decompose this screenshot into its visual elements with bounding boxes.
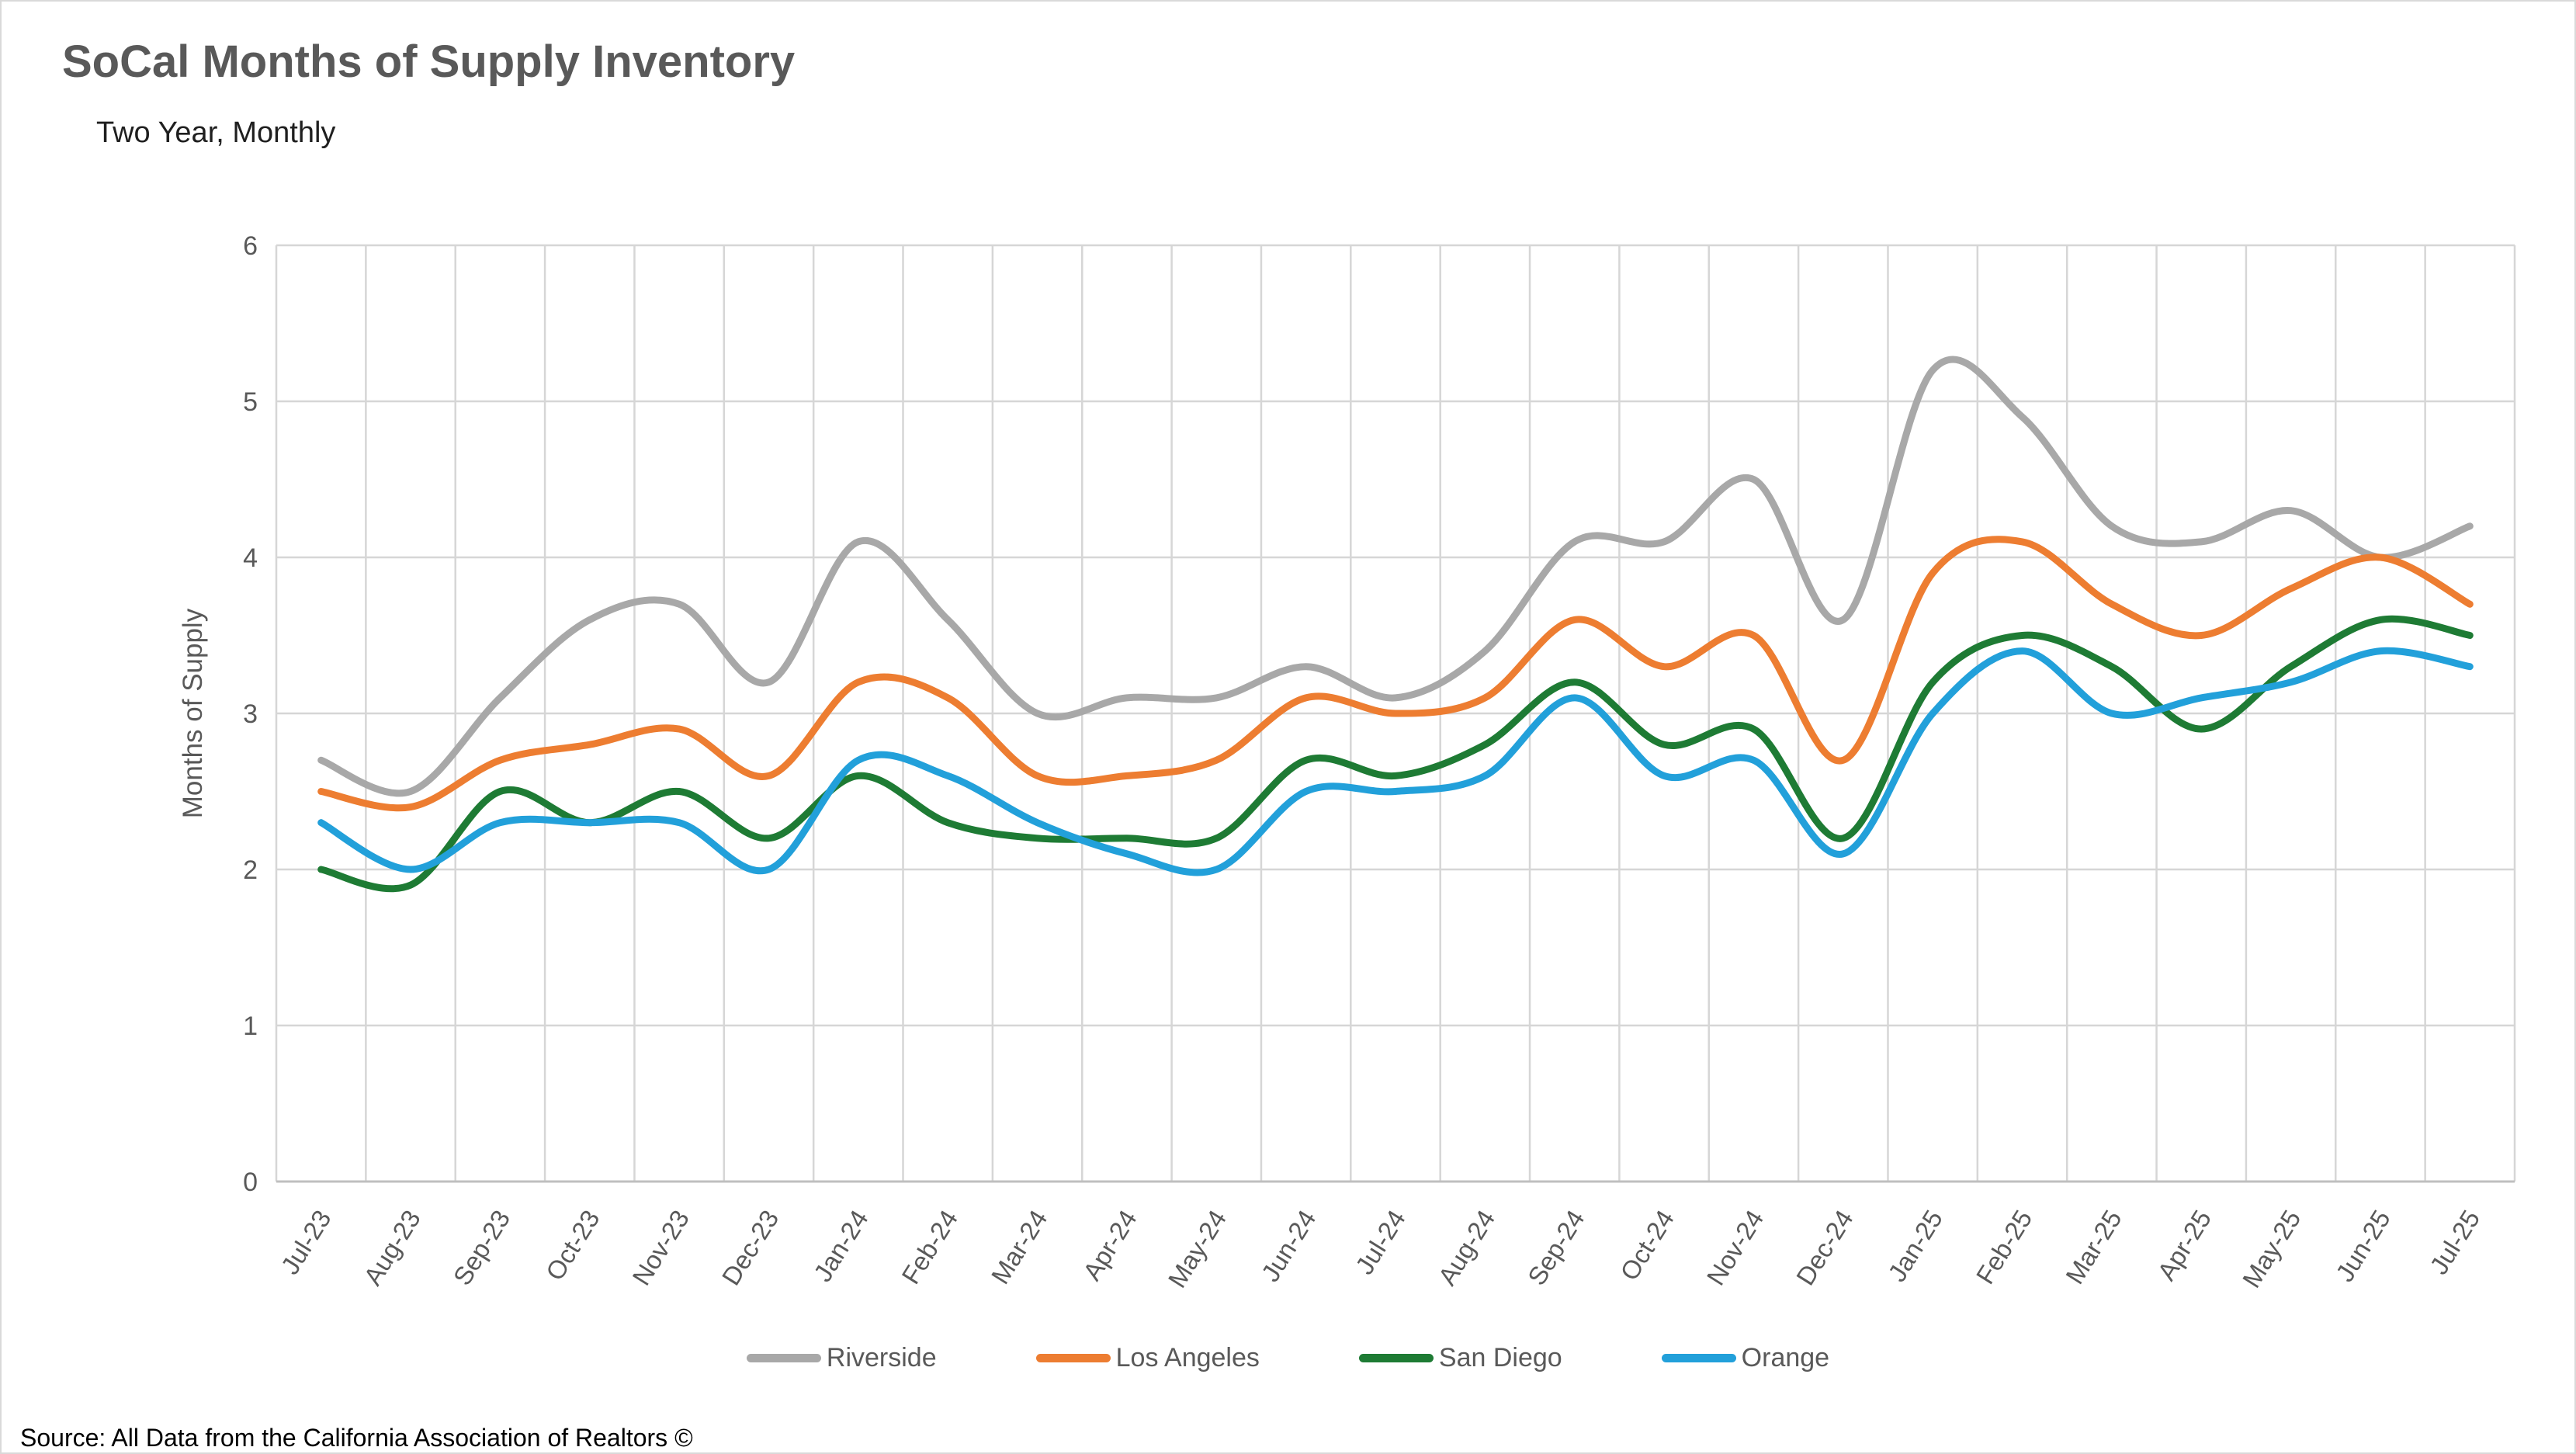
chart-subtitle: Two Year, Monthly <box>96 116 336 149</box>
x-tick-label: Dec-24 <box>1791 1205 1859 1290</box>
y-tick-label: 6 <box>243 231 258 261</box>
y-axis-tick-labels: 0 1 2 3 4 5 6 <box>243 231 258 1197</box>
legend-item-los-angeles: Los Angeles <box>1035 1343 1260 1373</box>
y-tick-label: 3 <box>243 699 258 729</box>
x-tick-label: Sep-24 <box>1522 1205 1590 1290</box>
y-tick-label: 4 <box>243 543 258 573</box>
y-tick-label: 0 <box>243 1168 258 1197</box>
legend-item-riverside: Riverside <box>746 1343 937 1373</box>
y-tick-label: 1 <box>243 1012 258 1041</box>
x-tick-label: Oct-23 <box>540 1205 605 1286</box>
legend-label-riverside: Riverside <box>826 1343 937 1372</box>
gridlines <box>275 244 2516 1183</box>
series-line-riverside <box>317 356 2474 797</box>
x-tick-label: Jan-25 <box>1882 1205 1948 1286</box>
series-line-san-diego <box>317 615 2474 893</box>
legend-label-orange: Orange <box>1741 1343 1830 1372</box>
x-tick-label: Sep-23 <box>448 1205 516 1290</box>
x-tick-label: Aug-23 <box>358 1205 426 1290</box>
legend-swatch-san-diego <box>1358 1354 1434 1362</box>
x-tick-label: Mar-24 <box>986 1205 1053 1289</box>
series-line-los-angeles <box>317 536 2474 812</box>
x-tick-label: Aug-24 <box>1433 1205 1501 1290</box>
chart-legend: Riverside Los Angeles San Diego Orange <box>2 1343 2574 1373</box>
y-tick-label: 2 <box>243 855 258 885</box>
y-axis-title: Months of Supply <box>178 608 208 818</box>
x-tick-label: Nov-24 <box>1701 1205 1770 1290</box>
series-line-orange <box>317 647 2474 876</box>
legend-item-orange: Orange <box>1661 1343 1830 1373</box>
x-axis-tick-labels: Jul-23 Aug-23 Sep-23 Oct-23 Nov-23 Dec-23 Jan-… <box>276 1205 2486 1293</box>
x-tick-label: Dec-23 <box>716 1205 785 1290</box>
x-tick-label: Jan-24 <box>808 1205 874 1286</box>
x-tick-label: Nov-23 <box>626 1205 695 1290</box>
source-note: Source: All Data from the California Ass… <box>20 1424 693 1452</box>
x-tick-label: Apr-24 <box>1077 1205 1142 1286</box>
x-tick-label: Feb-25 <box>1971 1205 2038 1289</box>
legend-label-los-angeles: Los Angeles <box>1115 1343 1260 1372</box>
x-tick-label: May-25 <box>2237 1205 2307 1293</box>
x-tick-label: May-24 <box>1163 1205 1233 1293</box>
x-tick-label: Oct-24 <box>1614 1205 1680 1286</box>
legend-label-san-diego: San Diego <box>1438 1343 1562 1372</box>
y-tick-label: 5 <box>243 387 258 417</box>
legend-swatch-orange <box>1661 1354 1736 1362</box>
x-tick-label: Jun-24 <box>1256 1205 1322 1286</box>
x-tick-label: Jul-24 <box>1350 1205 1411 1279</box>
legend-item-san-diego: San Diego <box>1358 1343 1562 1373</box>
x-tick-label: Jul-25 <box>2424 1205 2485 1279</box>
x-tick-label: Feb-24 <box>896 1205 963 1289</box>
legend-swatch-riverside <box>746 1354 821 1362</box>
x-tick-label: Jul-23 <box>276 1205 337 1279</box>
data-series <box>317 356 2474 893</box>
chart-title: SoCal Months of Supply Inventory <box>62 36 796 87</box>
x-tick-label: Jun-25 <box>2330 1205 2396 1286</box>
x-tick-label: Apr-25 <box>2151 1205 2217 1286</box>
legend-swatch-los-angeles <box>1035 1354 1111 1362</box>
x-tick-label: Mar-25 <box>2060 1205 2127 1289</box>
